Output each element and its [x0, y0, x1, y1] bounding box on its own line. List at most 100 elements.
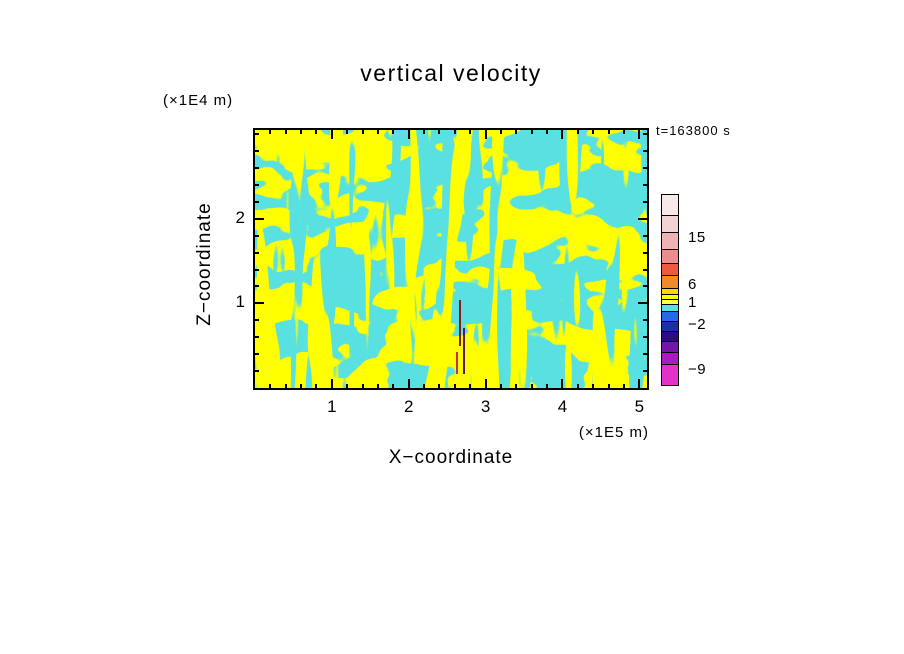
tick-mark [638, 379, 641, 388]
tick-mark [330, 379, 333, 388]
colorbar-label: 15 [688, 228, 706, 246]
y-axis-title: Z−coordinate [194, 202, 215, 326]
tick-mark [438, 384, 441, 388]
colorbar-segment [662, 304, 678, 311]
tick-mark [255, 268, 259, 271]
tick-mark [643, 150, 647, 153]
colorbar-segment [662, 364, 678, 385]
tick-mark [376, 384, 379, 388]
tick-mark [255, 353, 259, 356]
tick-mark [255, 133, 259, 136]
tick-mark [376, 130, 379, 134]
tick-mark [530, 384, 533, 388]
tick-mark [515, 384, 518, 388]
colorbar-segment [662, 232, 678, 249]
plot-area [253, 128, 649, 390]
tick-mark [255, 319, 259, 322]
time-annotation: t=163800 s [656, 123, 731, 138]
colorbar-segment [662, 263, 678, 275]
tick-mark [607, 384, 610, 388]
tick-mark [469, 384, 472, 388]
tick-mark [607, 130, 610, 134]
tick-mark [499, 130, 502, 134]
tick-mark [546, 384, 549, 388]
tick-mark [561, 379, 564, 388]
tick-mark [546, 130, 549, 134]
tick-mark [576, 130, 579, 134]
colorbar-segment [662, 321, 678, 331]
tick-mark [643, 183, 647, 186]
tick-mark [622, 384, 625, 388]
positive-velocity-striations [255, 130, 647, 388]
tick-mark [361, 130, 364, 134]
tick-mark [638, 217, 647, 220]
y-tick-label: 2 [235, 207, 245, 227]
tick-mark [622, 130, 625, 134]
tick-mark [643, 167, 647, 170]
colorbar-segment [662, 352, 678, 364]
tick-mark [643, 200, 647, 203]
colorbar-segment [662, 341, 678, 352]
tick-mark [346, 384, 349, 388]
tick-mark [315, 384, 318, 388]
x-axis-title: X−coordinate [388, 447, 514, 468]
colorbar-label: −2 [688, 315, 707, 333]
tick-mark [592, 130, 595, 134]
tick-mark [284, 130, 287, 134]
x-axis-units-label: (×1E5 m) [578, 424, 649, 441]
tick-mark [453, 384, 456, 388]
tick-mark [530, 130, 533, 134]
tick-mark [643, 268, 647, 271]
tick-mark [469, 130, 472, 134]
tick-mark [255, 370, 259, 373]
tick-mark [423, 384, 426, 388]
tick-mark [255, 150, 259, 153]
tick-mark [255, 285, 259, 288]
tick-mark [284, 384, 287, 388]
x-tick-label: 3 [480, 397, 491, 416]
extreme-value-streak [459, 300, 461, 346]
tick-mark [453, 130, 456, 134]
extreme-value-streak [463, 328, 465, 374]
tick-mark [255, 200, 259, 203]
tick-mark [643, 234, 647, 237]
tick-mark [484, 130, 487, 139]
colorbar-segment [662, 294, 678, 299]
y-tick-label: 1 [235, 292, 245, 312]
tick-mark [255, 302, 264, 305]
tick-mark [255, 167, 259, 170]
tick-mark [638, 302, 647, 305]
y-axis-units-label: (×1E4 m) [163, 92, 234, 109]
tick-mark [269, 384, 272, 388]
extreme-value-streak [456, 352, 458, 374]
colorbar-segment [662, 331, 678, 341]
x-tick-label: 4 [557, 397, 568, 416]
tick-mark [255, 251, 259, 254]
colorbar [661, 194, 679, 386]
tick-mark [315, 130, 318, 134]
tick-mark [255, 183, 259, 186]
x-tick-label: 2 [403, 397, 414, 416]
tick-mark [407, 379, 410, 388]
tick-mark [269, 130, 272, 134]
tick-mark [407, 130, 410, 139]
tick-mark [392, 130, 395, 134]
tick-mark [499, 384, 502, 388]
colorbar-segment [662, 249, 678, 263]
tick-mark [592, 384, 595, 388]
tick-mark [643, 133, 647, 136]
colorbar-segment [662, 215, 678, 232]
tick-mark [346, 130, 349, 134]
tick-mark [361, 384, 364, 388]
colorbar-segment [662, 311, 678, 321]
tick-mark [643, 353, 647, 356]
x-tick-label: 1 [327, 397, 337, 416]
tick-mark [330, 130, 333, 139]
tick-mark [643, 336, 647, 339]
tick-mark [643, 370, 647, 373]
tick-mark [561, 130, 564, 139]
colorbar-segment [662, 299, 678, 304]
colorbar-segment [662, 275, 678, 288]
tick-mark [643, 285, 647, 288]
